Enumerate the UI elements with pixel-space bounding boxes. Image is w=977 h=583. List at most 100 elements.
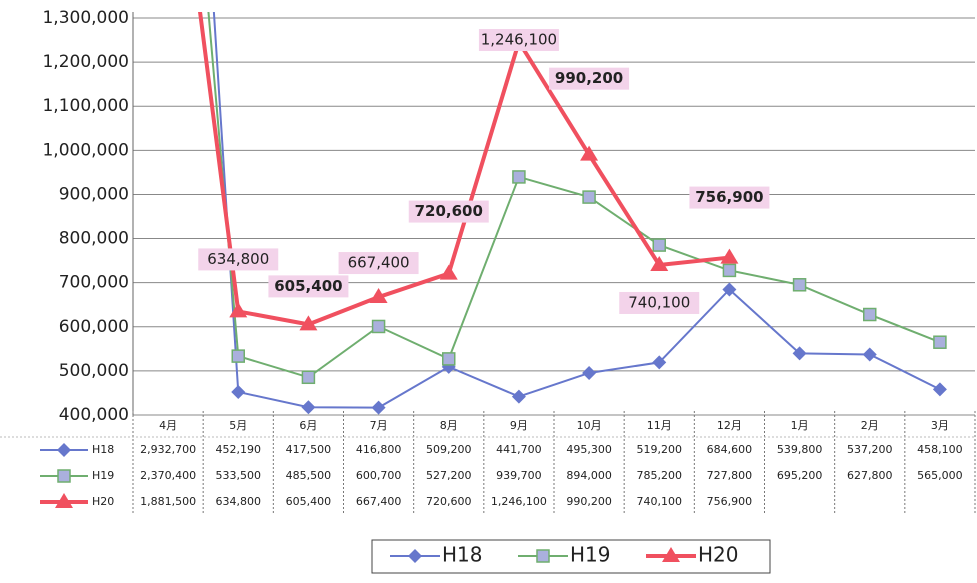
legend-label: H18 [442, 543, 483, 567]
marker [722, 282, 737, 297]
marker [650, 255, 669, 271]
x-tick-label: 1月 [791, 419, 809, 432]
x-tick-label: 11月 [647, 419, 672, 432]
marker [231, 384, 246, 399]
plot-area [198, 12, 947, 415]
data-label-bg [198, 248, 279, 271]
table-cell: 417,500 [286, 443, 332, 456]
marker [442, 352, 456, 366]
y-tick-label: 1,100,000 [42, 96, 129, 116]
y-tick-label: 900,000 [59, 184, 129, 204]
data-label: 634,800 [207, 250, 269, 268]
marker [932, 382, 947, 397]
marker [933, 335, 947, 349]
data-label: 756,900 [695, 188, 763, 206]
x-tick-label: 8月 [440, 419, 458, 432]
marker [662, 547, 680, 562]
y-tick-label: 1,200,000 [42, 52, 129, 72]
marker [652, 238, 666, 252]
y-tick-label: 1,000,000 [42, 140, 129, 160]
marker [57, 443, 71, 457]
marker [582, 190, 596, 204]
table-cell: 605,400 [286, 495, 332, 508]
marker [408, 549, 422, 563]
marker [512, 170, 526, 184]
data-label-bg [478, 29, 559, 51]
marker [863, 307, 877, 322]
marker [511, 389, 526, 404]
marker [536, 549, 550, 563]
x-tick-label: 6月 [299, 419, 317, 432]
y-tick-label: 500,000 [59, 361, 129, 381]
table-cell: 627,800 [847, 469, 893, 482]
marker [792, 346, 807, 361]
marker [371, 400, 386, 415]
table-cell: 740,100 [637, 495, 683, 508]
x-tick-label: 7月 [370, 419, 388, 432]
data-label: 990,200 [555, 69, 623, 87]
data-label: 605,400 [274, 277, 342, 295]
table-cell: 485,500 [286, 469, 332, 482]
table-cell: 416,800 [356, 443, 402, 456]
table-cell: 894,000 [566, 469, 612, 482]
marker [229, 302, 248, 318]
data-label-bg [549, 67, 630, 90]
table-cell: 509,200 [426, 443, 472, 456]
legend-label: H20 [698, 543, 739, 567]
y-tick-label: 600,000 [59, 317, 129, 337]
table-cell: 756,900 [707, 495, 753, 508]
marker [301, 400, 316, 415]
table-cell: 939,700 [496, 469, 542, 482]
data-label: 720,600 [415, 202, 483, 220]
table-cell: 1,881,500 [140, 495, 196, 508]
series-line [207, 12, 941, 379]
table-cell: 441,700 [496, 443, 542, 456]
x-tick-label: 5月 [229, 419, 247, 432]
data-label-bg [689, 186, 770, 209]
data-label: 740,100 [628, 293, 690, 311]
table-cell: 495,300 [566, 443, 612, 456]
x-tick-label: 12月 [717, 419, 742, 432]
series-line [212, 12, 941, 409]
data-label-bg [408, 200, 489, 223]
marker [55, 493, 73, 508]
table-cell: 600,700 [356, 469, 402, 482]
data-label-bg [268, 275, 349, 298]
table-series-name: H19 [92, 469, 114, 482]
marker [439, 264, 458, 280]
table-cell: 533,500 [216, 469, 262, 482]
marker [862, 347, 877, 362]
table-cell: 785,200 [637, 469, 683, 482]
data-label-bg [619, 291, 700, 314]
table-cell: 667,400 [356, 495, 402, 508]
data-label: 667,400 [348, 254, 410, 272]
table-cell: 565,000 [917, 469, 963, 482]
marker [301, 370, 316, 385]
y-tick-label: 1,300,000 [42, 8, 129, 28]
marker [722, 263, 737, 278]
data-label-bg [338, 252, 419, 275]
y-tick-label: 400,000 [59, 405, 129, 425]
table-cell: 2,370,400 [140, 469, 196, 482]
table-cell: 2,932,700 [140, 443, 196, 456]
marker [57, 469, 71, 483]
table-cell: 1,246,100 [491, 495, 547, 508]
table-cell: 539,800 [777, 443, 823, 456]
table-cell: 527,200 [426, 469, 472, 482]
marker [582, 365, 597, 380]
x-tick-label: 10月 [577, 419, 602, 432]
marker [369, 288, 388, 304]
legend-label: H19 [570, 543, 611, 567]
x-tick-label: 4月 [159, 419, 177, 432]
table-cell: 458,100 [917, 443, 963, 456]
marker [371, 319, 386, 334]
x-tick-label: 3月 [931, 419, 949, 432]
y-tick-label: 700,000 [59, 273, 129, 293]
table-cell: 537,200 [847, 443, 893, 456]
y-tick-label: 800,000 [59, 229, 129, 249]
marker [720, 248, 739, 264]
marker [792, 278, 807, 292]
marker [299, 315, 318, 331]
table-series-name: H18 [92, 443, 114, 456]
